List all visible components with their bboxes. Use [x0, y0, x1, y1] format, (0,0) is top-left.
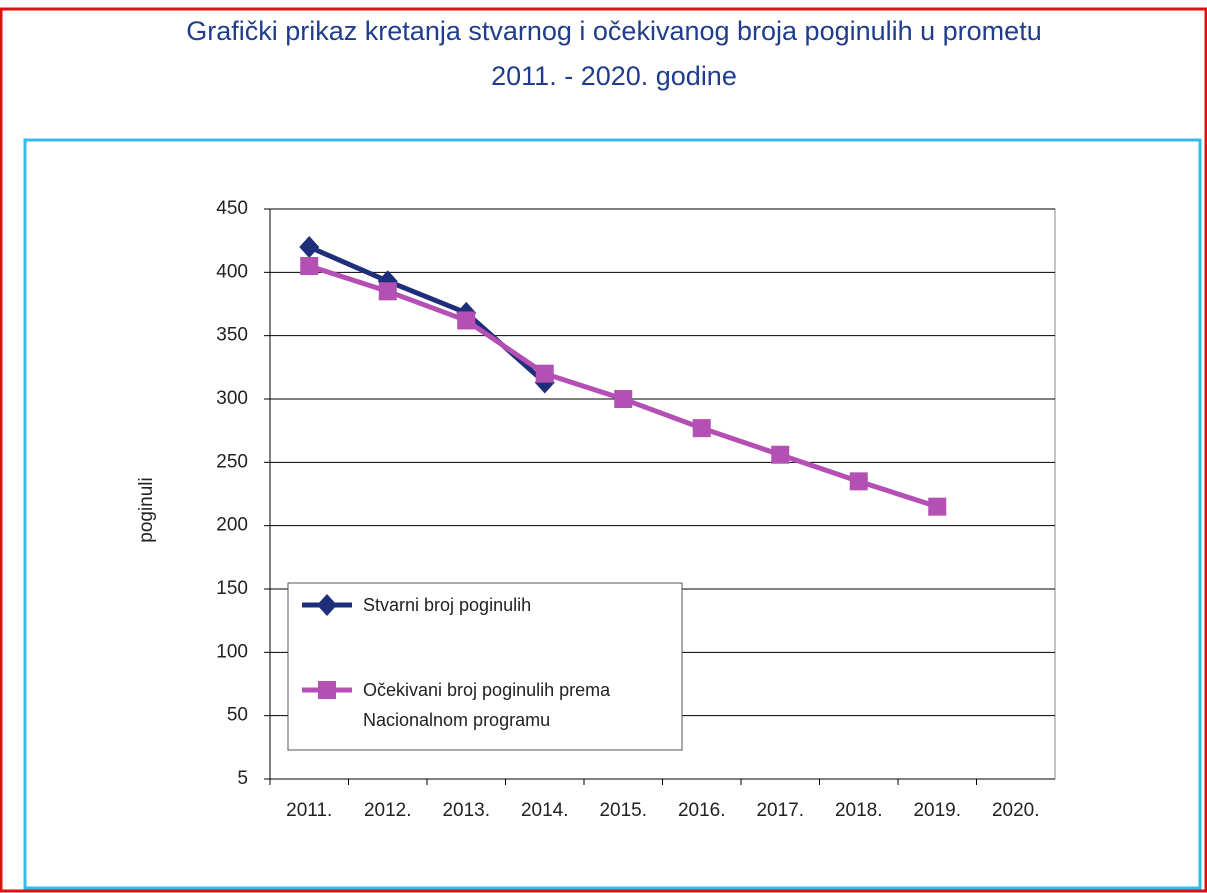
y-tick-label: 450: [216, 198, 248, 219]
y-tick-label: 50: [227, 705, 248, 726]
x-tick-label: 2016.: [678, 800, 726, 821]
data-point: [771, 445, 790, 464]
y-tick-label: 200: [216, 515, 248, 536]
x-tick-label: 2013.: [442, 800, 490, 821]
x-tick-label: 2015.: [599, 800, 647, 821]
data-point: [692, 419, 711, 438]
legend-marker: [318, 681, 336, 699]
y-tick-label: 5: [237, 768, 248, 789]
data-point: [457, 311, 476, 330]
legend-box: [287, 582, 683, 751]
legend-entry: Stvarni broj poginulih: [363, 595, 532, 615]
data-point: [378, 282, 397, 301]
x-tick-label: 2019.: [913, 800, 961, 821]
data-point: [535, 364, 554, 383]
outer-frame: [0, 7, 1207, 893]
x-tick-label: 2017.: [756, 800, 804, 821]
x-tick-label: 2020.: [992, 800, 1040, 821]
y-tick-label: 250: [216, 451, 248, 472]
chart-title: 2011. - 2020. godine: [491, 61, 737, 91]
data-point: [928, 497, 947, 516]
data-point: [299, 236, 320, 258]
x-tick-label: 2011.: [286, 800, 332, 821]
chart-title: Grafički prikaz kretanja stvarnog i oček…: [186, 16, 1041, 46]
legend-label: Očekivani broj poginulih prema Nacionaln…: [363, 680, 611, 730]
data-point: [300, 257, 319, 275]
legend-marker: [317, 594, 337, 616]
y-tick-label: 100: [216, 641, 248, 662]
x-tick-label: 2014.: [521, 800, 569, 821]
y-tick-label: 300: [216, 388, 248, 409]
y-tick-label: 150: [216, 578, 248, 599]
legend-label: Stvarni broj poginulih: [363, 595, 532, 615]
legend-entry: Očekivani broj poginulih prema Nacionaln…: [363, 680, 611, 730]
y-tick-label: 350: [216, 325, 248, 346]
x-tick-label: 2012.: [364, 800, 412, 821]
y-tick-label: 400: [216, 261, 248, 282]
x-tick-label: 2018.: [835, 800, 883, 821]
chart-frame: [23, 138, 1202, 890]
data-point: [614, 390, 633, 408]
y-axis-label: poginuli: [136, 477, 157, 543]
data-point: [849, 472, 868, 491]
